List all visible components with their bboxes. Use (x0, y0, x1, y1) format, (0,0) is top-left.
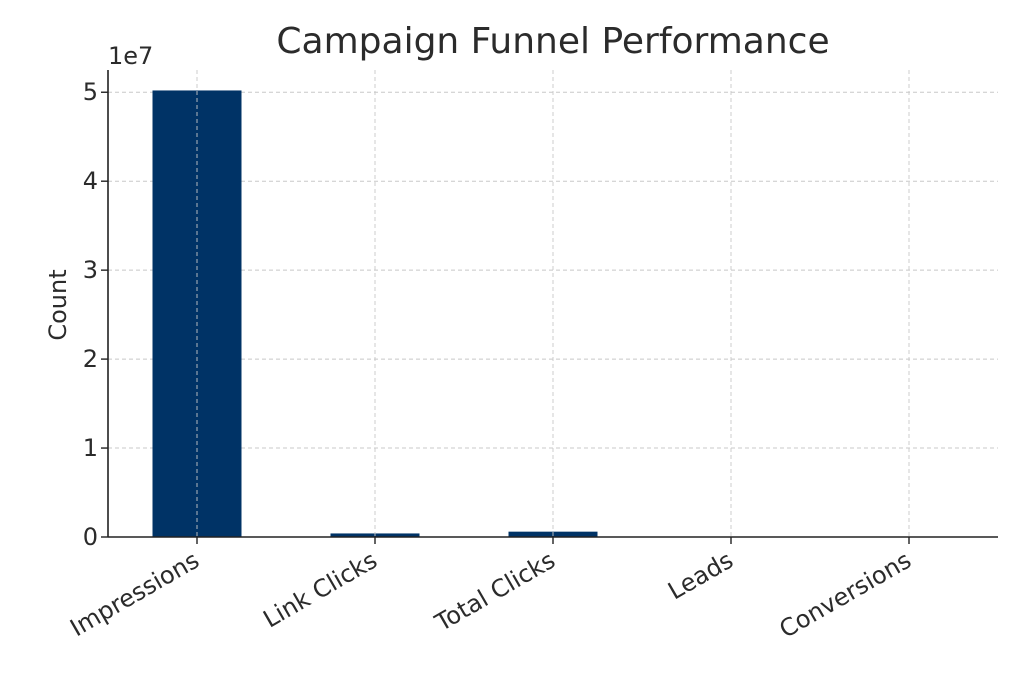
y-tick-label-0: 0 (83, 523, 98, 551)
y-tick-label-3: 3 (83, 256, 98, 284)
y-tick-label-5: 5 (83, 78, 98, 106)
x-tick-label-total-clicks: Total Clicks (430, 546, 560, 637)
x-tick-label-leads: Leads (663, 546, 738, 605)
y-axis-label: Count (44, 269, 72, 340)
y-offset-label: 1e7 (108, 42, 153, 70)
y-tick-label-2: 2 (83, 345, 98, 373)
x-tick-labels: Impressions Link Clicks Total Clicks Leads C… (65, 546, 916, 644)
x-tick-label-conversions: Conversions (775, 546, 916, 644)
y-tick-label-1: 1 (83, 434, 98, 462)
chart-title: Campaign Funnel Performance (276, 21, 829, 62)
y-tick-labels: 0 1 2 3 4 5 (83, 78, 98, 551)
x-tick-label-link-clicks: Link Clicks (258, 546, 382, 633)
x-tick-label-impressions: Impressions (65, 546, 204, 642)
y-tick-label-4: 4 (83, 167, 98, 195)
